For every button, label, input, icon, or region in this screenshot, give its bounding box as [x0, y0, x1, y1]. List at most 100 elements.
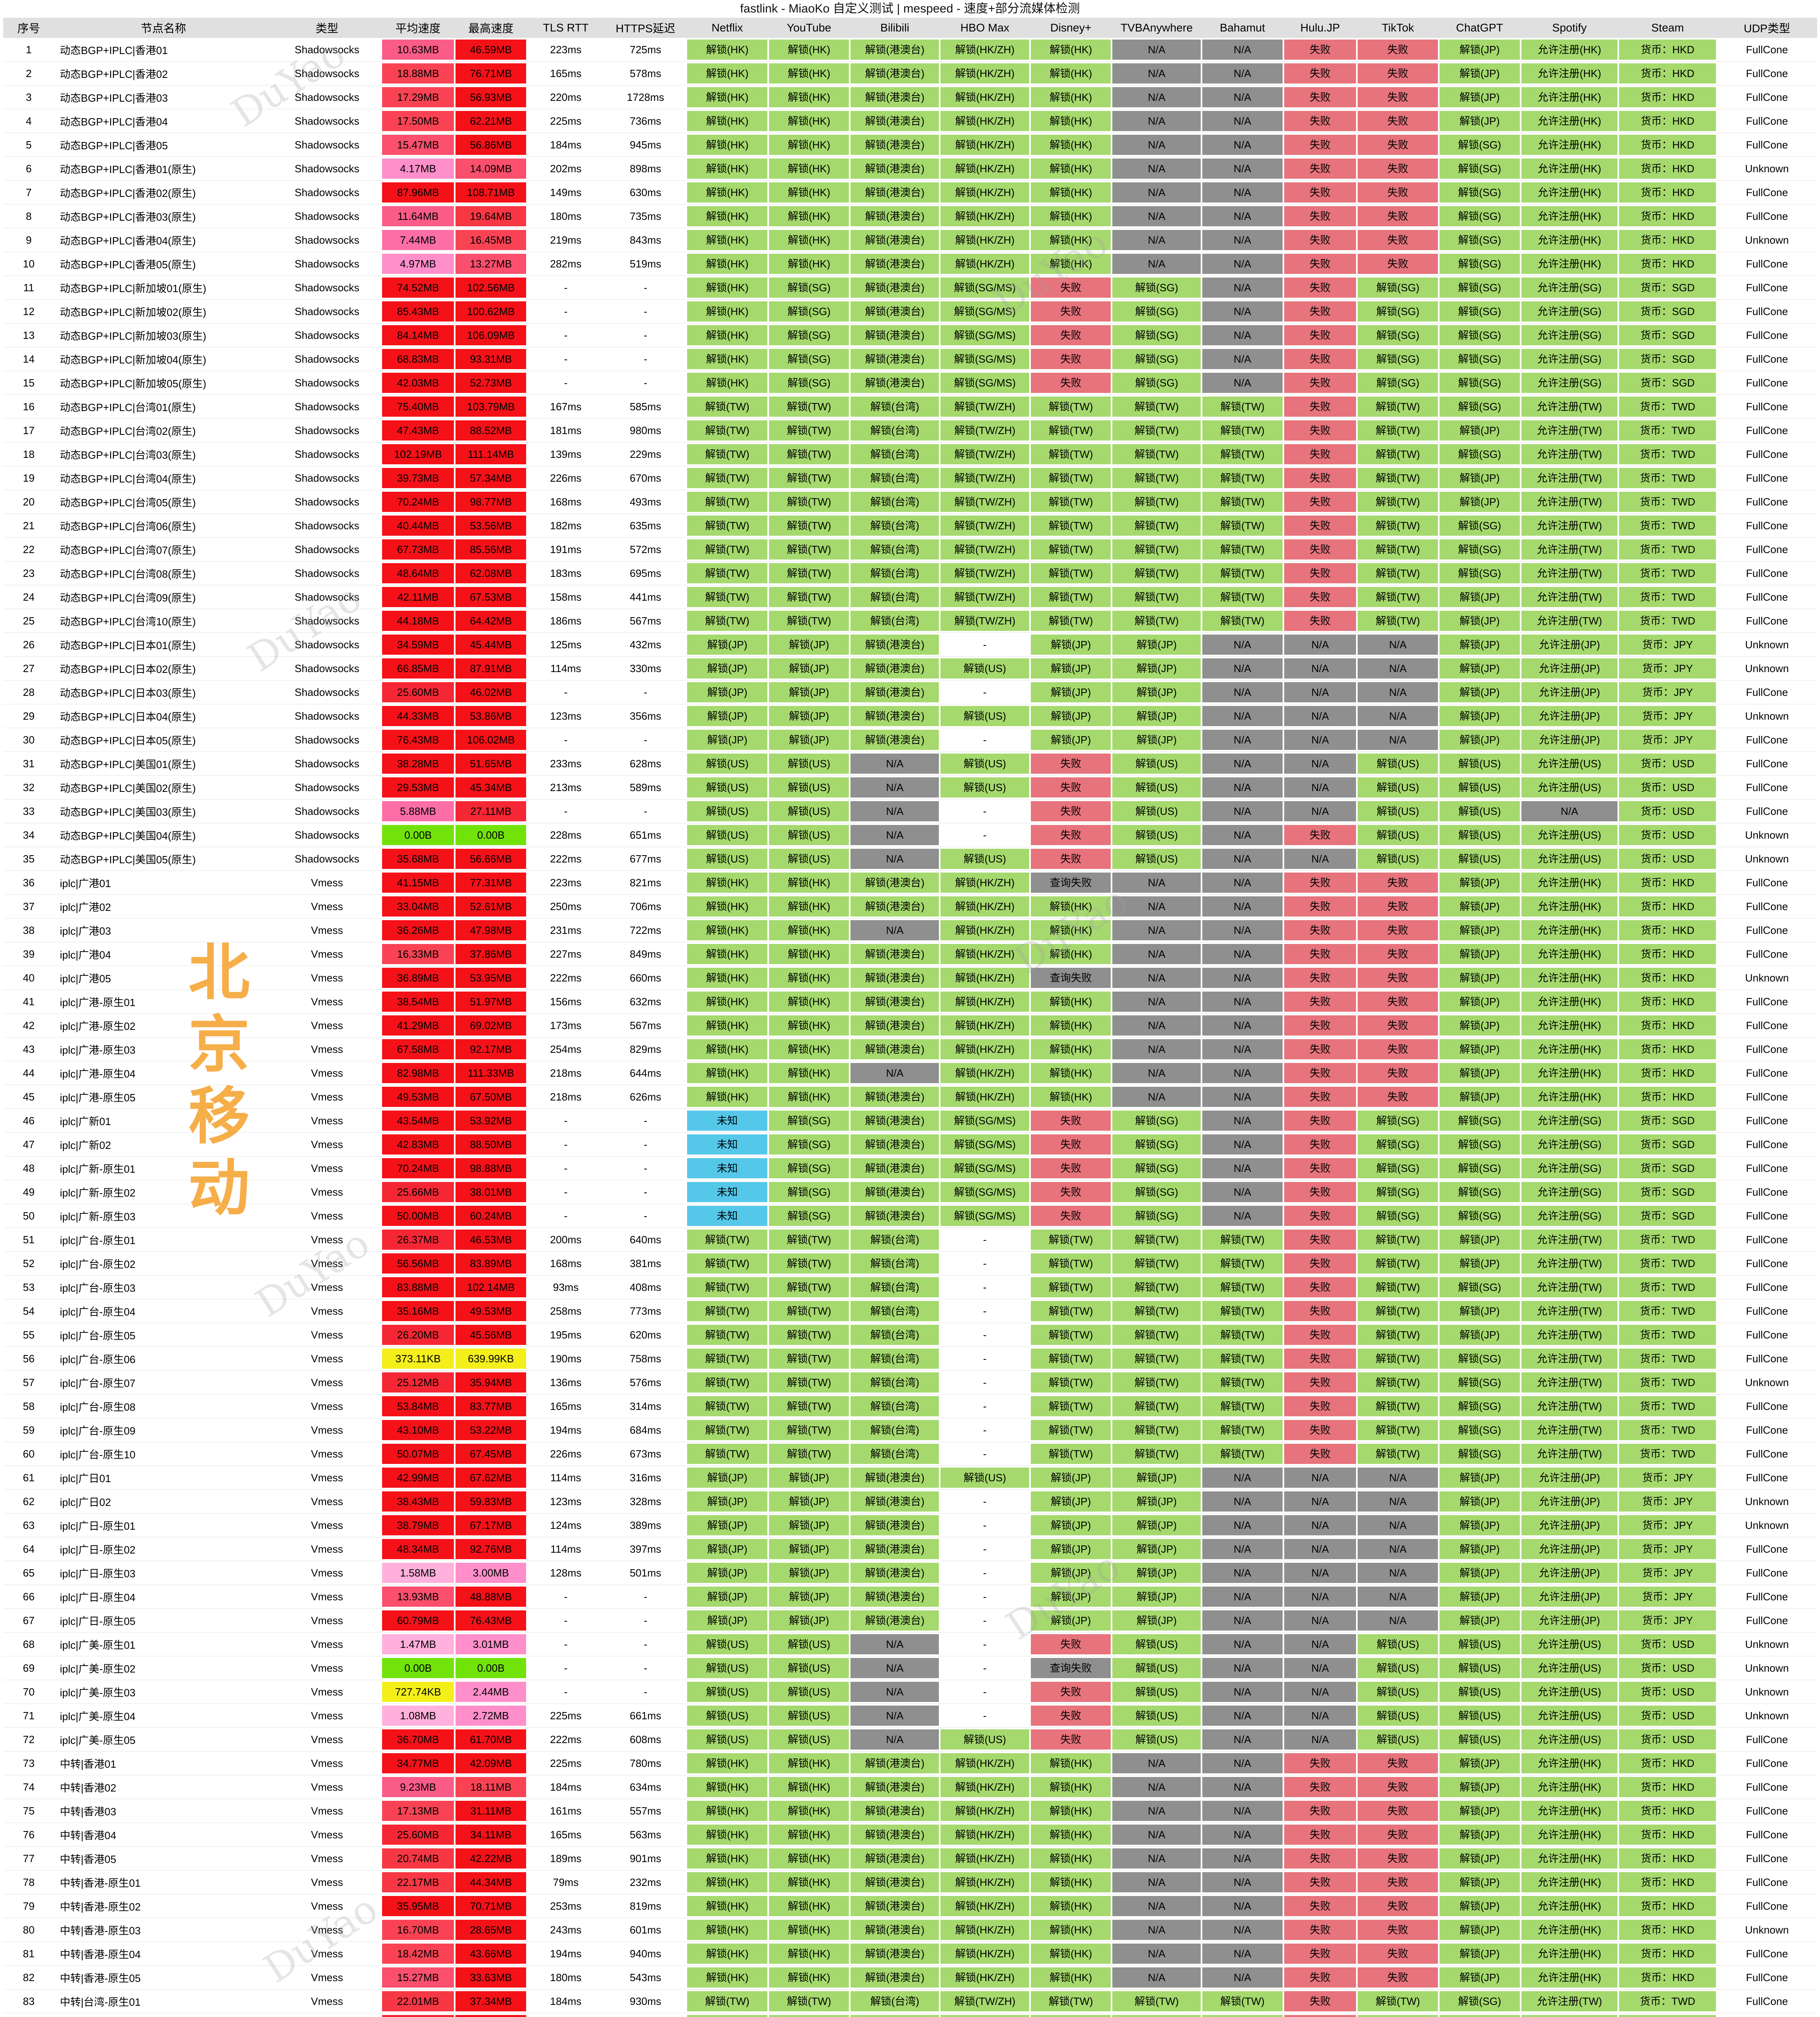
cell-disney: 解锁(TW) [1030, 1990, 1112, 2013]
cell-tiktok: 失败 [1357, 1085, 1439, 1109]
cell-https-latency: 397ms [604, 1537, 687, 1561]
cell-steam: 货币：TWD [1618, 2013, 1717, 2017]
cell-tiktok: 解锁(TW) [1357, 609, 1439, 633]
cell-disney: 解锁(JP) [1030, 657, 1112, 681]
cell-tiktok: N/A [1357, 1514, 1439, 1537]
cell-youtube: 解锁(JP) [768, 728, 850, 752]
cell-steam: 货币：JPY [1618, 657, 1717, 681]
cell-bahamut: 解锁(TW) [1201, 562, 1283, 585]
table-row: 32 动态BGP+IPLC|美国02(原生) Shadowsocks 29.53MB 4… [3, 776, 1817, 800]
cell-hbomax: 解锁(TW/ZH) [940, 562, 1030, 585]
cell-youtube: 解锁(HK) [768, 1752, 850, 1775]
cell-netflix: 解锁(JP) [686, 1537, 768, 1561]
cell-max-speed: 67.53MB [455, 585, 527, 609]
cell-disney: 解锁(HK) [1030, 133, 1112, 157]
cell-hbomax: 解锁(SG/MS) [940, 347, 1030, 371]
table-row: 60 iplc|广台-原生10 Vmess 50.07MB 67.45MB 226ms 67… [3, 1442, 1817, 1466]
cell-bahamut: N/A [1201, 823, 1283, 847]
cell-max-speed: 37.86MB [455, 942, 527, 966]
column-header-19: UDP类型 [1717, 18, 1817, 38]
cell-max-speed: 45.34MB [455, 776, 527, 800]
cell-chatgpt: 解锁(JP) [1438, 1252, 1521, 1276]
cell-hulu-jp: N/A [1283, 1514, 1357, 1537]
cell-steam: 货币：HKD [1618, 252, 1717, 276]
cell-protocol: Vmess [273, 1942, 381, 1966]
column-header-0: 序号 [3, 18, 54, 38]
cell-hbomax: 解锁(HK/ZH) [940, 919, 1030, 942]
table-row: 83 中转|台湾-原生01 Vmess 22.01MB 37.34MB 184ms 930m… [3, 1990, 1817, 2013]
cell-tvbanywhere: 解锁(TW) [1112, 1371, 1202, 1395]
cell-max-speed: 77.31MB [455, 871, 527, 895]
cell-chatgpt: 解锁(SG) [1438, 1418, 1521, 1442]
cell-hbomax: 解锁(HK/ZH) [940, 1966, 1030, 1990]
cell-spotify: 允许注册(JP) [1520, 1490, 1619, 1514]
cell-protocol: Vmess [273, 1585, 381, 1609]
cell-udp-type: FullCone [1717, 585, 1817, 609]
cell-netflix: 解锁(TW) [686, 538, 768, 562]
cell-hulu-jp: 失败 [1283, 1918, 1357, 1942]
cell-udp-type: FullCone [1717, 728, 1817, 752]
cell-tls-rtt: 225ms [527, 109, 605, 133]
cell-hbomax: - [940, 1609, 1030, 1633]
cell-avg-speed: 87.96MB [381, 181, 455, 205]
cell-spotify: 允许注册(HK) [1520, 62, 1619, 86]
cell-avg-speed: 38.28MB [381, 752, 455, 776]
cell-udp-type: FullCone [1717, 919, 1817, 942]
cell-udp-type: FullCone [1717, 1347, 1817, 1371]
cell-avg-speed: 25.60MB [381, 1823, 455, 1847]
cell-hulu-jp: 失败 [1283, 1395, 1357, 1418]
cell-https-latency: 634ms [604, 1775, 687, 1799]
cell-avg-speed: 1.58MB [381, 1561, 455, 1585]
cell-spotify: 允许注册(TW) [1520, 1252, 1619, 1276]
cell-chatgpt: 解锁(JP) [1438, 1014, 1521, 1038]
cell-tvbanywhere: 解锁(SG) [1112, 1204, 1202, 1228]
cell-spotify: 允许注册(SG) [1520, 347, 1619, 371]
cell-hulu-jp: N/A [1283, 1680, 1357, 1704]
cell-bahamut: 解锁(TW) [1201, 1299, 1283, 1323]
cell-chatgpt: 解锁(US) [1438, 1633, 1521, 1656]
table-row: 22 动态BGP+IPLC|台湾07(原生) Shadowsocks 67.73MB 8… [3, 538, 1817, 562]
cell-steam: 货币：HKD [1618, 133, 1717, 157]
cell-tiktok: 失败 [1357, 109, 1439, 133]
cell-tvbanywhere: N/A [1112, 252, 1202, 276]
cell-netflix: 解锁(TW) [686, 419, 768, 443]
cell-hulu-jp: 失败 [1283, 871, 1357, 895]
cell-tvbanywhere: N/A [1112, 1799, 1202, 1823]
cell-index: 55 [3, 1323, 54, 1347]
cell-tls-rtt: 194ms [527, 1942, 605, 1966]
table-row: 15 动态BGP+IPLC|新加坡05(原生) Shadowsocks 42.03MB… [3, 371, 1817, 395]
cell-chatgpt: 解锁(JP) [1438, 1490, 1521, 1514]
cell-netflix: 解锁(US) [686, 800, 768, 823]
cell-udp-type: FullCone [1717, 1180, 1817, 1204]
cell-udp-type: FullCone [1717, 1157, 1817, 1180]
cell-hulu-jp: 失败 [1283, 324, 1357, 347]
table-row: 64 iplc|广日-原生02 Vmess 48.34MB 92.76MB 114ms 39… [3, 1537, 1817, 1561]
cell-hbomax: - [940, 800, 1030, 823]
cell-chatgpt: 解锁(SG) [1438, 157, 1521, 181]
cell-spotify: 允许注册(TW) [1520, 514, 1619, 538]
cell-steam: 货币：HKD [1618, 919, 1717, 942]
cell-protocol: Vmess [273, 1133, 381, 1157]
cell-netflix: 解锁(JP) [686, 1514, 768, 1537]
cell-netflix: 解锁(HK) [686, 990, 768, 1014]
column-header-13: Bahamut [1201, 18, 1283, 38]
cell-index: 27 [3, 657, 54, 681]
table-row: 47 iplc|广新02 Vmess 42.83MB 88.50MB - - 未知 解锁(SG)… [3, 1133, 1817, 1157]
cell-tvbanywhere: 解锁(TW) [1112, 514, 1202, 538]
cell-index: 30 [3, 728, 54, 752]
cell-youtube: 解锁(TW) [768, 1418, 850, 1442]
cell-steam: 货币：TWD [1618, 395, 1717, 419]
cell-tiktok: 解锁(TW) [1357, 1990, 1439, 2013]
cell-steam: 货币：TWD [1618, 1299, 1717, 1323]
cell-protocol: Shadowsocks [273, 371, 381, 395]
cell-bilibili: N/A [850, 847, 940, 871]
cell-hulu-jp: N/A [1283, 633, 1357, 657]
cell-tls-rtt: 231ms [527, 919, 605, 942]
cell-tvbanywhere: N/A [1112, 1752, 1202, 1775]
cell-hbomax: 解锁(HK/ZH) [940, 252, 1030, 276]
cell-avg-speed: 25.12MB [381, 1371, 455, 1395]
cell-udp-type: Unknown [1717, 1918, 1817, 1942]
cell-hbomax: 解锁(HK/ZH) [940, 1799, 1030, 1823]
cell-bilibili: 解锁(港澳台) [850, 228, 940, 252]
cell-steam: 货币：USD [1618, 1680, 1717, 1704]
